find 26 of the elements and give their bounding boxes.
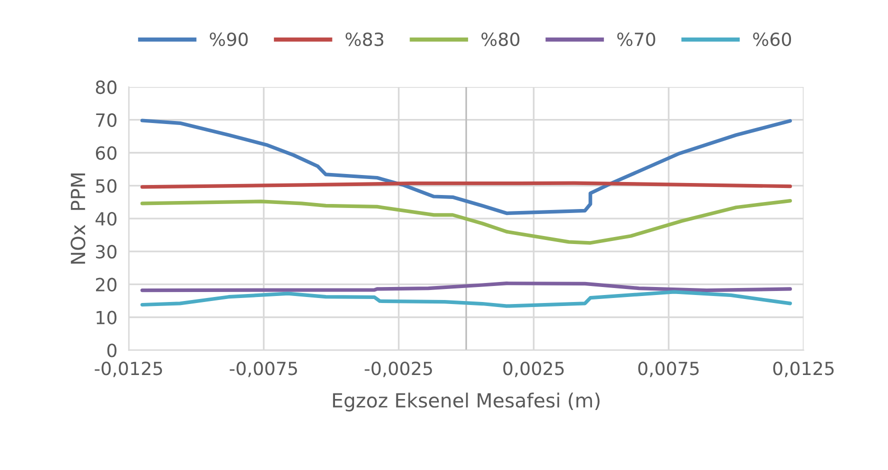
x-tick-label: 0,0075 [638,362,699,378]
x-tick-label: 0,0125 [773,362,834,378]
x-axis-title: Egzoz Eksenel Mesafesi (m) [333,392,600,412]
line-series [140,290,792,308]
y-tick-label: 80 [96,80,116,94]
x-tick-label: 0,0025 [503,362,564,378]
line-series [140,118,792,216]
x-tick-label: -0,0125 [94,362,162,378]
legend-label: %70 [617,32,656,46]
y-tick-label: 70 [96,113,116,127]
y-tick-label: 30 [96,244,116,259]
line-series [140,198,792,245]
y-tick-label: 50 [96,179,116,193]
y-tick-label: 60 [96,146,116,160]
legend-label: %90 [210,32,248,46]
legend-label: %80 [481,32,520,46]
x-tick-label: -0,0025 [364,362,432,378]
legend-label: %83 [346,32,384,46]
y-tick-label: 10 [96,310,116,324]
x-tick-label: -0,0075 [230,362,298,378]
y-tick-label: 40 [96,212,116,226]
legend-label: %60 [753,32,792,46]
y-tick-label: 0 [107,344,116,358]
line-series [140,282,792,292]
y-tick-label: 20 [96,278,116,292]
y-axis-title: NOx PPM [70,173,86,264]
